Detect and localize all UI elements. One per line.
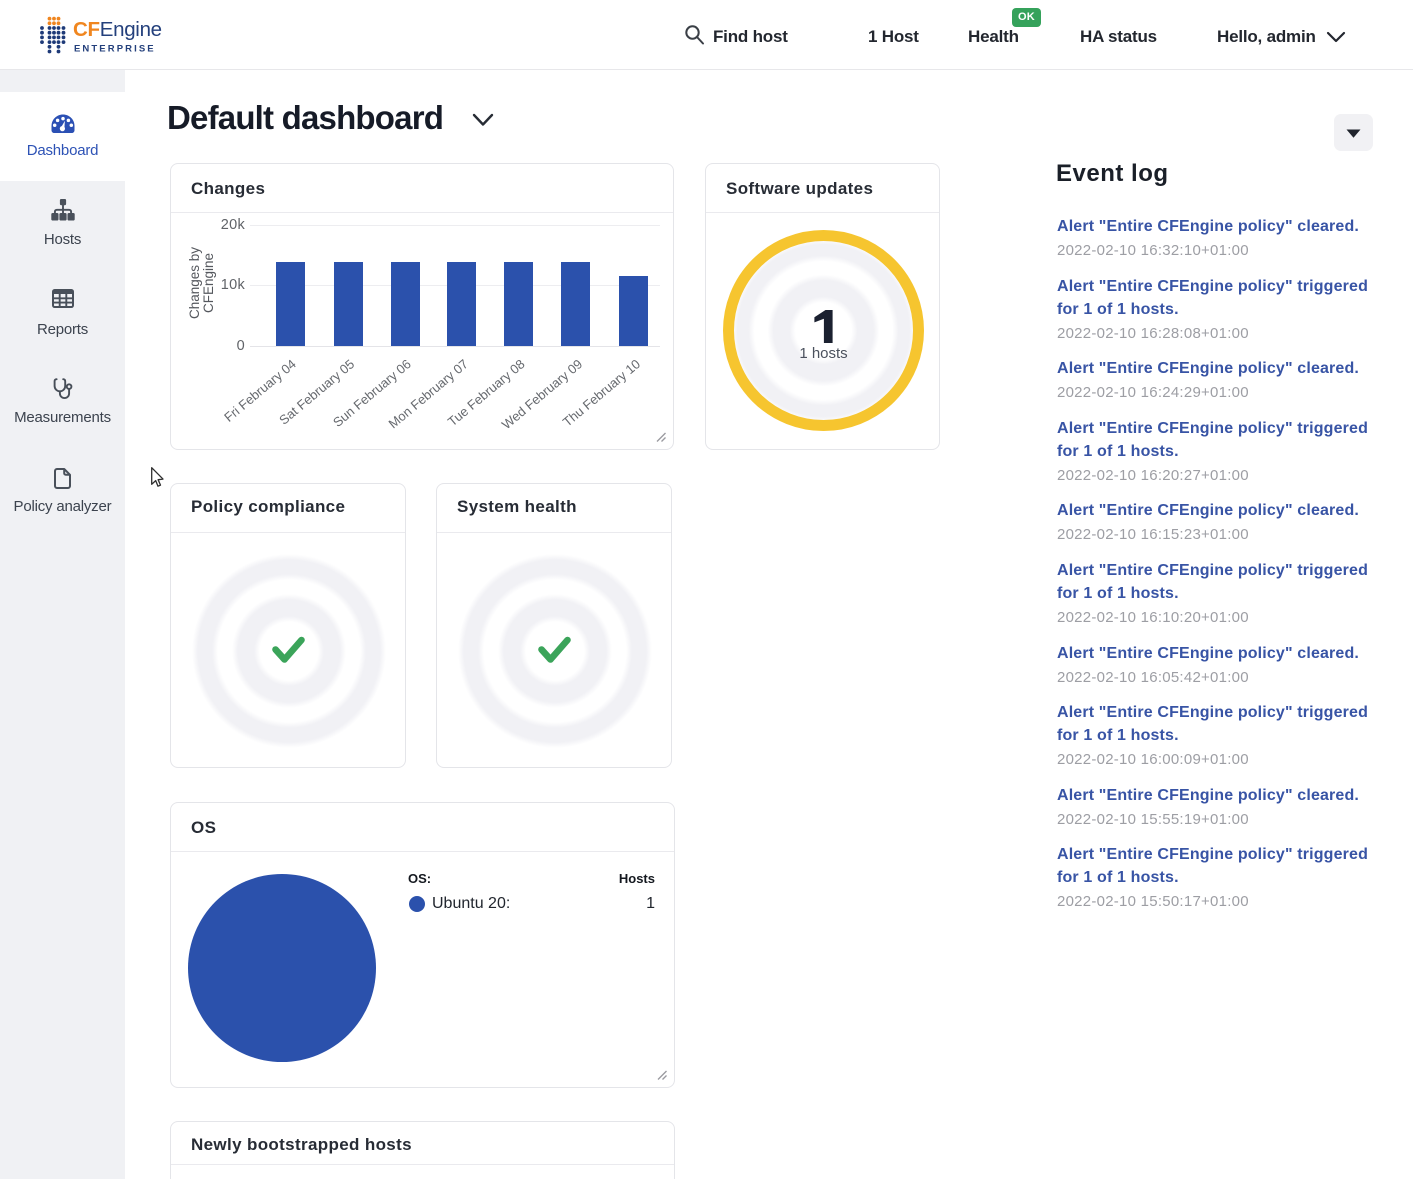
svg-text:ENTERPRISE: ENTERPRISE	[74, 44, 156, 55]
svg-text:CFEngine: CFEngine	[73, 18, 162, 41]
